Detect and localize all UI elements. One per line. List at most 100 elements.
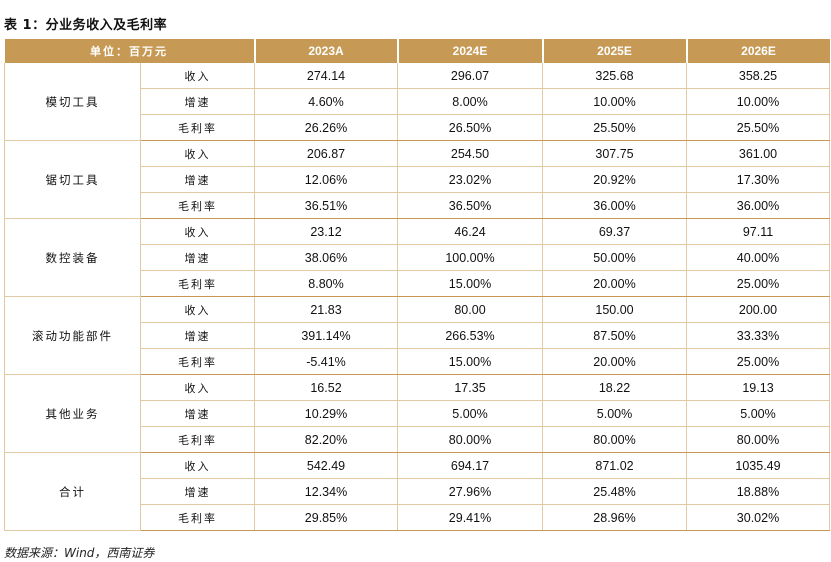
value-cell: 391.14% — [254, 322, 398, 349]
segment-name: 合计 — [4, 452, 141, 531]
value-cell: 33.33% — [686, 322, 830, 349]
value-cell: 26.26% — [254, 114, 398, 141]
table-row: 增速 12.06% 23.02% 20.92% 17.30% — [5, 166, 830, 193]
value-cell: 26.50% — [397, 114, 543, 141]
value-cell: 296.07 — [397, 63, 543, 89]
value-cell: 15.00% — [397, 348, 543, 375]
metric-label: 收入 — [140, 296, 255, 323]
value-cell: 87.50% — [542, 322, 687, 349]
metric-label: 毛利率 — [140, 426, 255, 453]
metric-label: 增速 — [140, 322, 255, 349]
metric-label: 毛利率 — [140, 348, 255, 375]
value-cell: 46.24 — [397, 218, 543, 245]
metric-label: 增速 — [140, 244, 255, 271]
value-cell: 4.60% — [254, 88, 398, 115]
value-cell: 15.00% — [397, 270, 543, 297]
segment-name: 数控装备 — [4, 218, 141, 297]
metric-label: 增速 — [140, 166, 255, 193]
value-cell: 80.00% — [542, 426, 687, 453]
value-cell: 30.02% — [686, 504, 830, 531]
table-body: 模切工具 收入 274.14 296.07 325.68 358.25 增速 4.60% 8.0… — [4, 63, 830, 531]
value-cell: 1035.49 — [686, 452, 830, 479]
value-cell: 254.50 — [397, 140, 543, 167]
value-cell: 69.37 — [542, 218, 687, 245]
metric-label: 毛利率 — [140, 114, 255, 141]
value-cell: 17.35 — [397, 374, 543, 401]
year-header: 2026E — [685, 39, 830, 63]
table-row: 增速 38.06% 100.00% 50.00% 40.00% — [5, 244, 830, 271]
value-cell: 80.00 — [397, 296, 543, 323]
value-cell: 19.13 — [686, 374, 830, 401]
value-cell: 12.34% — [254, 478, 398, 505]
value-cell: 200.00 — [686, 296, 830, 323]
metric-label: 增速 — [140, 88, 255, 115]
value-cell: 80.00% — [397, 426, 543, 453]
table-header-row: 单位：百万元 2023A 2024E 2025E 2026E — [4, 39, 830, 63]
value-cell: 25.00% — [686, 270, 830, 297]
value-cell: 20.00% — [542, 348, 687, 375]
metric-label: 增速 — [140, 400, 255, 427]
value-cell: 18.22 — [542, 374, 687, 401]
table-row: 其他业务 收入 16.52 17.35 18.22 19.13 — [4, 374, 830, 453]
table-row: 毛利率 36.51% 36.50% 36.00% 36.00% — [5, 192, 830, 219]
value-cell: 40.00% — [686, 244, 830, 271]
unit-label-header: 单位：百万元 — [4, 39, 255, 63]
value-cell: 8.00% — [397, 88, 543, 115]
value-cell: 325.68 — [542, 63, 687, 89]
value-cell: 38.06% — [254, 244, 398, 271]
value-cell: 17.30% — [686, 166, 830, 193]
value-cell: 18.88% — [686, 478, 830, 505]
value-cell: 358.25 — [686, 63, 830, 89]
value-cell: 266.53% — [397, 322, 543, 349]
table-row: 增速 10.29% 5.00% 5.00% 5.00% — [5, 400, 830, 427]
metric-label: 收入 — [140, 452, 255, 479]
metric-label: 毛利率 — [140, 504, 255, 531]
value-cell: 20.00% — [542, 270, 687, 297]
table-title: 表 1：分业务收入及毛利率 — [4, 18, 168, 33]
value-cell: 150.00 — [542, 296, 687, 323]
table-row: 增速 12.34% 27.96% 25.48% 18.88% — [5, 478, 830, 505]
value-cell: 307.75 — [542, 140, 687, 167]
value-cell: 361.00 — [686, 140, 830, 167]
value-cell: 36.00% — [686, 192, 830, 219]
value-cell: 25.00% — [686, 348, 830, 375]
value-cell: 5.00% — [542, 400, 687, 427]
value-cell: 871.02 — [542, 452, 687, 479]
value-cell: 28.96% — [542, 504, 687, 531]
value-cell: 5.00% — [686, 400, 830, 427]
value-cell: 8.80% — [254, 270, 398, 297]
year-header: 2023A — [253, 39, 398, 63]
value-cell: 23.12 — [254, 218, 398, 245]
value-cell: 36.00% — [542, 192, 687, 219]
table-row: 数控装备 收入 23.12 46.24 69.37 97.11 — [4, 218, 830, 297]
metric-label: 收入 — [140, 374, 255, 401]
value-cell: 10.00% — [542, 88, 687, 115]
value-cell: 25.50% — [542, 114, 687, 141]
metric-label: 毛利率 — [140, 192, 255, 219]
revenue-margin-table: 单位：百万元 2023A 2024E 2025E 2026E 模切工具 收入 274… — [4, 39, 830, 531]
segment-name: 模切工具 — [4, 63, 141, 141]
value-cell: 27.96% — [397, 478, 543, 505]
value-cell: 23.02% — [397, 166, 543, 193]
value-cell: 10.29% — [254, 400, 398, 427]
segment-name: 滚动功能部件 — [4, 296, 141, 375]
value-cell: 694.17 — [397, 452, 543, 479]
value-cell: 100.00% — [397, 244, 543, 271]
value-cell: 12.06% — [254, 166, 398, 193]
value-cell: 20.92% — [542, 166, 687, 193]
value-cell: 97.11 — [686, 218, 830, 245]
table-row: 模切工具 收入 274.14 296.07 325.68 358.25 — [4, 63, 830, 141]
value-cell: 542.49 — [254, 452, 398, 479]
value-cell: 82.20% — [254, 426, 398, 453]
value-cell: 36.51% — [254, 192, 398, 219]
value-cell: 80.00% — [686, 426, 830, 453]
value-cell: 10.00% — [686, 88, 830, 115]
metric-label: 毛利率 — [140, 270, 255, 297]
value-cell: 29.41% — [397, 504, 543, 531]
source-note: 数据来源：Wind，西南证券 — [4, 546, 155, 560]
value-cell: 274.14 — [254, 63, 398, 89]
value-cell: -5.41% — [254, 348, 398, 375]
metric-label: 收入 — [140, 63, 255, 89]
value-cell: 206.87 — [254, 140, 398, 167]
value-cell: 25.48% — [542, 478, 687, 505]
